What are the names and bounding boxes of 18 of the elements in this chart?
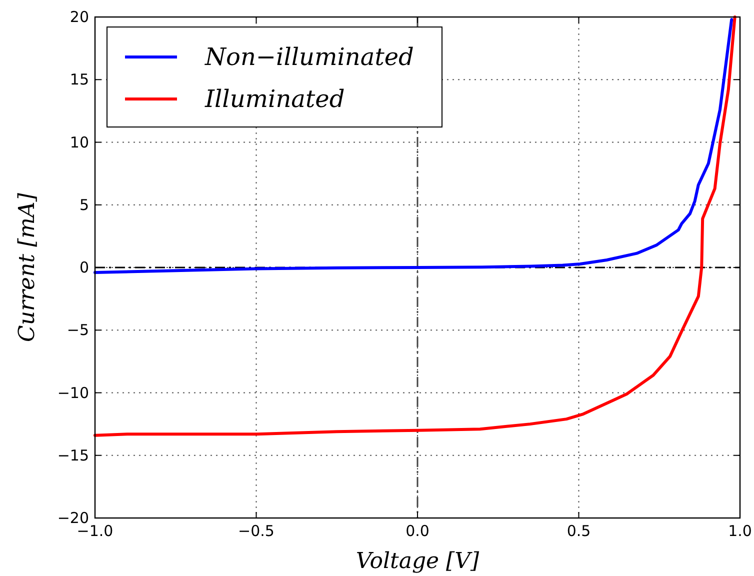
y-tick-label: −15 xyxy=(57,446,89,464)
y-tick-label: 10 xyxy=(70,133,89,152)
x-axis-title: Voltage [V] xyxy=(356,549,480,574)
legend-label: Non−illuminated xyxy=(204,43,414,71)
x-tick-label: 0.0 xyxy=(406,522,430,540)
y-tick-label: 15 xyxy=(70,70,89,89)
line-series xyxy=(94,18,734,274)
y-tick-label: 20 xyxy=(70,8,89,26)
y-tick-label: 5 xyxy=(79,196,89,214)
legend-label: Illuminated xyxy=(204,85,345,113)
x-tick-label: 0.5 xyxy=(566,522,591,540)
y-tick-label: 0 xyxy=(79,258,89,276)
y-tick-label: −5 xyxy=(66,321,89,340)
y-axis-title: Current [mA] xyxy=(15,192,40,342)
x-tick-label: 1.0 xyxy=(728,522,752,540)
line-series xyxy=(94,16,736,437)
x-tick-label: −0.5 xyxy=(238,522,274,540)
y-tick-label: −10 xyxy=(57,384,89,402)
